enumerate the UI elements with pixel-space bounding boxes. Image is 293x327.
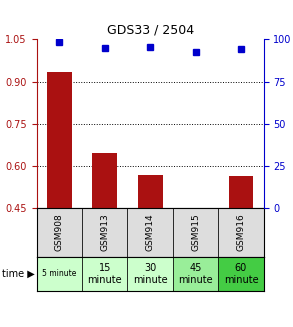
Text: GSM916: GSM916: [236, 214, 246, 251]
Text: GSM913: GSM913: [100, 214, 109, 251]
Bar: [47, 72, 72, 208]
FancyBboxPatch shape: [37, 257, 82, 291]
FancyBboxPatch shape: [173, 257, 218, 291]
Text: time ▶: time ▶: [1, 269, 34, 279]
FancyBboxPatch shape: [82, 208, 127, 257]
Title: GDS33 / 2504: GDS33 / 2504: [107, 24, 194, 37]
Bar: [229, 176, 253, 208]
Text: GSM915: GSM915: [191, 214, 200, 251]
Text: 30
minute: 30 minute: [133, 263, 168, 285]
Bar: [138, 175, 163, 208]
FancyBboxPatch shape: [127, 257, 173, 291]
FancyBboxPatch shape: [127, 208, 173, 257]
FancyBboxPatch shape: [173, 208, 218, 257]
Text: GSM908: GSM908: [55, 214, 64, 251]
FancyBboxPatch shape: [218, 208, 264, 257]
Text: 5 minute: 5 minute: [42, 269, 76, 278]
Text: 15
minute: 15 minute: [87, 263, 122, 285]
Text: GSM914: GSM914: [146, 214, 155, 251]
FancyBboxPatch shape: [218, 257, 264, 291]
Text: 45
minute: 45 minute: [178, 263, 213, 285]
FancyBboxPatch shape: [37, 208, 82, 257]
FancyBboxPatch shape: [82, 257, 127, 291]
Text: 60
minute: 60 minute: [224, 263, 258, 285]
Bar: [92, 153, 117, 208]
